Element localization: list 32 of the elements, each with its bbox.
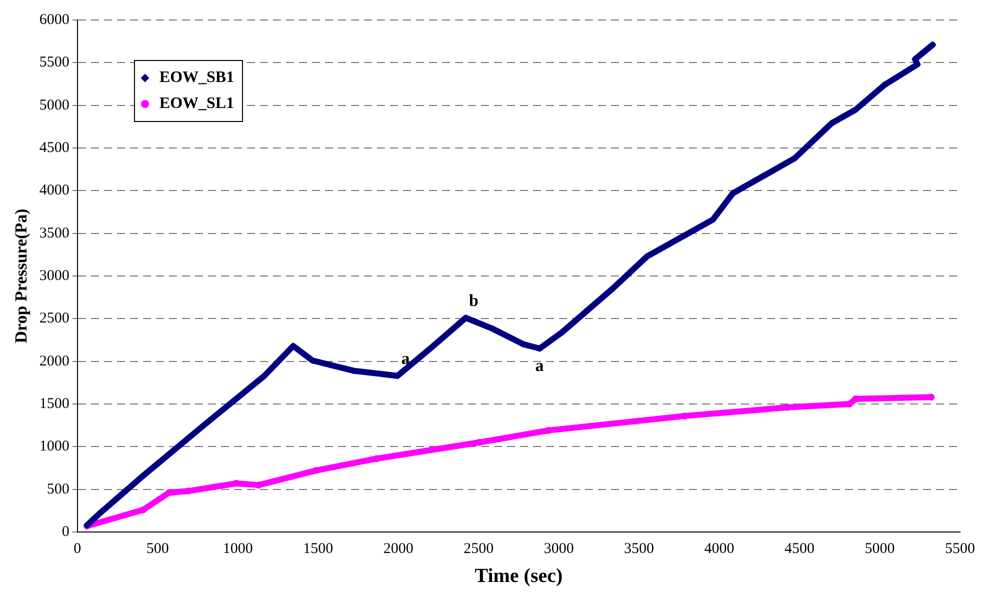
x-tick-label: 4500 (784, 540, 815, 557)
y-tick-label: 3000 (39, 268, 70, 284)
legend-label: EOW_SB1 (159, 68, 234, 88)
x-tick-label: 2500 (464, 540, 494, 557)
y-tick-label: 1000 (39, 438, 70, 455)
y-tick-label: 500 (46, 481, 70, 498)
x-tick-label: 1000 (222, 540, 253, 557)
y-tick-label: 3500 (39, 225, 70, 242)
annotation: b (469, 291, 478, 310)
y-tick-label: 0 (62, 524, 70, 540)
y-tick-label: 4000 (39, 182, 70, 199)
y-tick-label: 4500 (39, 140, 70, 156)
y-tick-label: 2500 (39, 310, 70, 327)
x-tick-label: 5500 (945, 540, 975, 557)
y-tick-label: 2000 (39, 353, 70, 370)
y-axis-title: Drop Pressure(Pa) (12, 208, 31, 344)
x-tick-label: 1500 (303, 540, 334, 557)
y-tick-label: 5000 (39, 97, 70, 114)
x-tick-label: 0 (74, 540, 82, 557)
x-axis-title: Time (sec) (474, 565, 563, 588)
y-tick-label: 1500 (39, 396, 70, 412)
annotation: a (535, 356, 544, 375)
annotation: a (401, 349, 410, 368)
x-tick-label: 2000 (383, 540, 414, 557)
x-tick-label: 3500 (624, 540, 654, 557)
legend-label: EOW_SL1 (159, 94, 234, 114)
y-tick-label: 5500 (39, 54, 70, 71)
y-tick-label: 6000 (39, 12, 70, 28)
x-tick-label: 5000 (864, 540, 895, 557)
x-tick-label: 500 (146, 540, 169, 557)
x-tick-label: 3000 (544, 540, 574, 557)
x-tick-label: 4000 (704, 540, 734, 557)
